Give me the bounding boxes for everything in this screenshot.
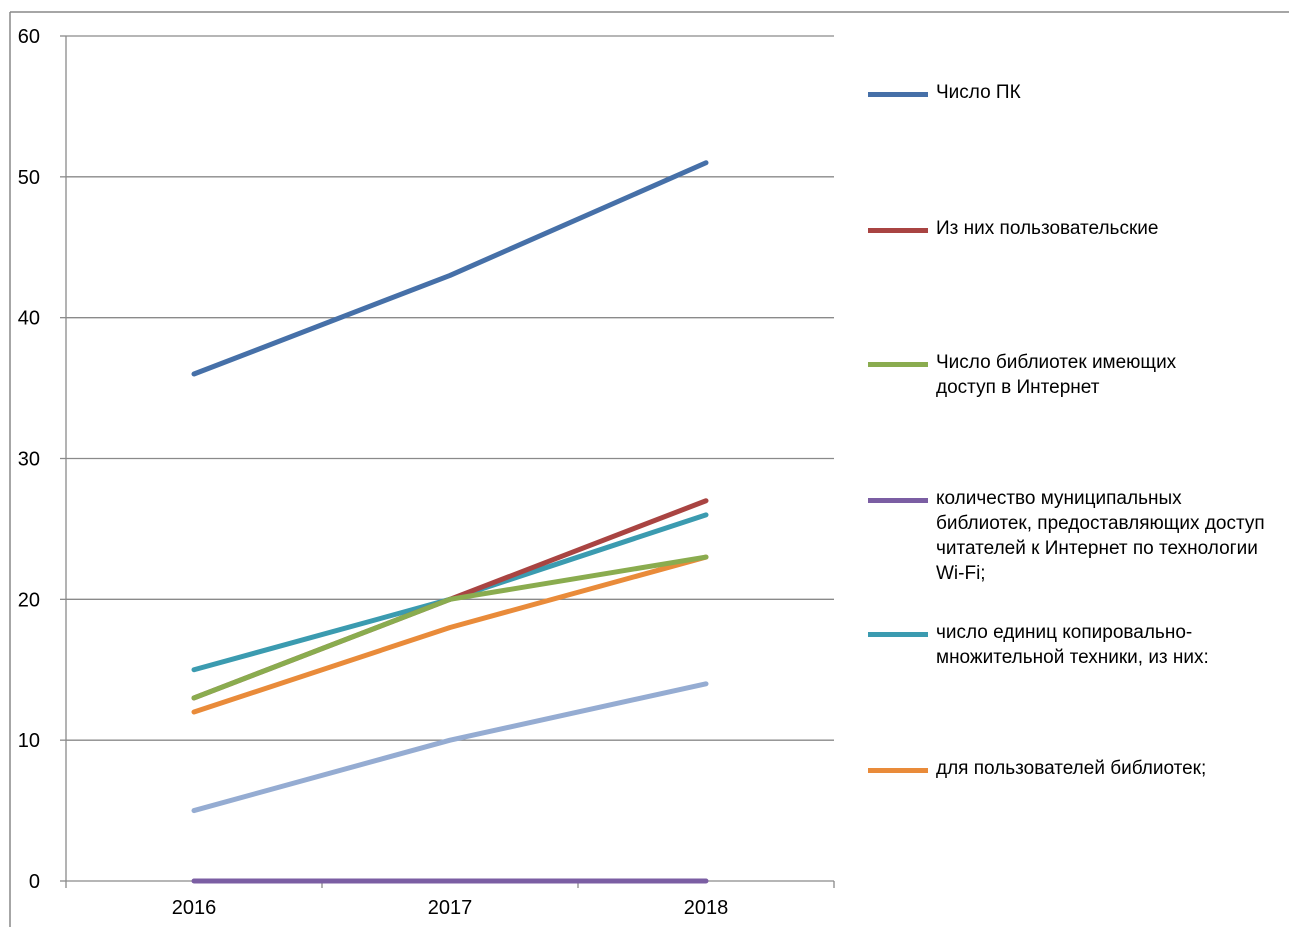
legend-label: для пользователей библиотек;: [936, 758, 1207, 779]
legend-item-copiers-for-users: для пользователей библиотек;: [868, 756, 1276, 781]
legend-item-wifi-libraries: количество муниципальных библиотек, пред…: [868, 486, 1281, 586]
y-tick-label: 20: [18, 589, 40, 611]
legend-item-pc: Число ПК: [868, 80, 1276, 105]
y-tick-label: 50: [18, 167, 40, 189]
y-tick-label: 40: [18, 308, 40, 330]
legend-swatch: [868, 768, 928, 773]
legend-swatch: [868, 228, 928, 233]
series-lines: [191, 160, 709, 884]
series-line-2: [191, 554, 709, 701]
legend-label: Из них пользовательские: [936, 218, 1159, 239]
y-tick-label: 30: [18, 449, 40, 471]
x-tick-label: 2018: [684, 897, 729, 919]
legend-item-user-pc: Из них пользовательские: [868, 216, 1276, 241]
series-line-5: [191, 554, 709, 715]
legend-label: Число библиотек имеющих доступ в Интерне…: [936, 352, 1177, 398]
series-line-0: [191, 160, 709, 377]
legend-swatch: [868, 92, 928, 97]
y-tick-label: 10: [18, 730, 40, 752]
gridlines: [66, 35, 834, 741]
x-tick-label: 2016: [172, 897, 217, 919]
legend-swatch: [868, 498, 928, 503]
x-tick-label: 2017: [428, 897, 473, 919]
x-axis-ticks: 2016 2017 2018: [65, 881, 835, 919]
series-line-6: [191, 681, 709, 814]
legend-swatch: [868, 362, 928, 367]
y-tick-label: 0: [29, 871, 40, 893]
series-line-4: [191, 512, 709, 673]
y-axis-ticks: 0 10 20 30 40 50 60: [18, 26, 66, 893]
legend-label: Число ПК: [936, 82, 1021, 103]
legend-item-copiers: число единиц копировально-множительной т…: [868, 620, 1281, 670]
y-tick-label: 60: [18, 26, 40, 48]
legend-item-internet-libraries: Число библиотек имеющих доступ в Интерне…: [868, 350, 1236, 400]
legend-label: количество муниципальных библиотек, пред…: [936, 488, 1265, 584]
legend-swatch: [868, 632, 928, 637]
legend-label: число единиц копировально-множительной т…: [936, 622, 1209, 668]
